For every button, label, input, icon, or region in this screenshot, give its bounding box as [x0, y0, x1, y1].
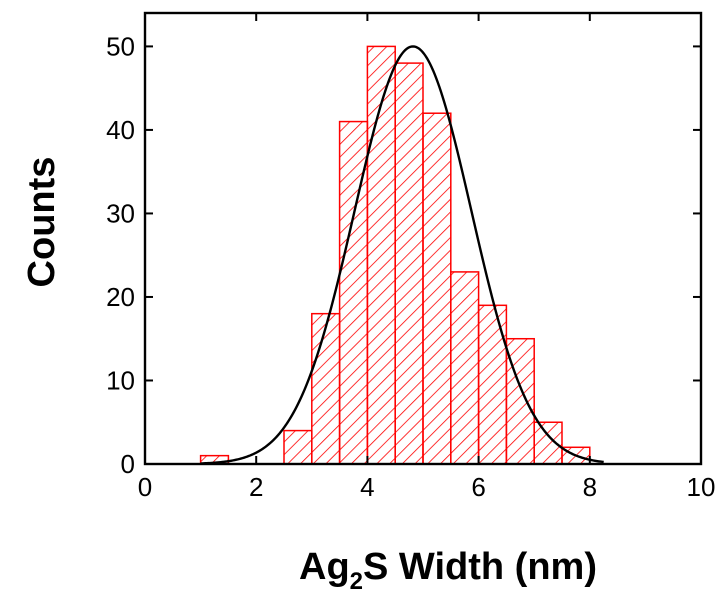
y-axis-title: Counts — [21, 157, 63, 288]
histogram-bar-3 — [283, 429, 313, 465]
histogram-bars — [199, 45, 591, 465]
y-tick-label: 0 — [121, 449, 135, 479]
x-tick-label: 6 — [471, 472, 485, 502]
y-axis-ticks: 0 10 20 30 40 50 — [106, 31, 701, 479]
x-tick-label: 0 — [138, 472, 152, 502]
x-axis-title-prefix: Ag — [299, 546, 350, 588]
y-tick-label: 10 — [106, 365, 135, 395]
y-tick-label: 40 — [106, 115, 135, 145]
histogram-bar-4 — [311, 312, 341, 465]
x-axis-title-suffix: S Width (nm) — [363, 546, 597, 588]
x-tick-label: 4 — [360, 472, 374, 502]
x-axis-title: Ag2S Width (nm) — [299, 546, 597, 595]
histogram-bar-12 — [533, 421, 563, 465]
x-axis-ticks: 0 2 4 6 8 10 — [138, 13, 716, 502]
y-tick-label: 50 — [106, 31, 135, 61]
x-tick-label: 8 — [583, 472, 597, 502]
plot-frame — [143, 11, 703, 466]
histogram-bar-10 — [477, 304, 508, 465]
gaussian-fit-curve — [200, 45, 604, 465]
histogram-bar-9 — [450, 271, 480, 465]
y-tick-label: 20 — [106, 282, 135, 312]
histogram-bar-6 — [366, 45, 396, 465]
x-tick-label: 2 — [249, 472, 263, 502]
x-tick-label: 10 — [687, 472, 716, 502]
histogram-bar-7 — [394, 62, 424, 465]
histogram-bar-8 — [422, 112, 452, 465]
x-axis-title-subscript: 2 — [350, 568, 363, 595]
y-tick-label: 30 — [106, 198, 135, 228]
